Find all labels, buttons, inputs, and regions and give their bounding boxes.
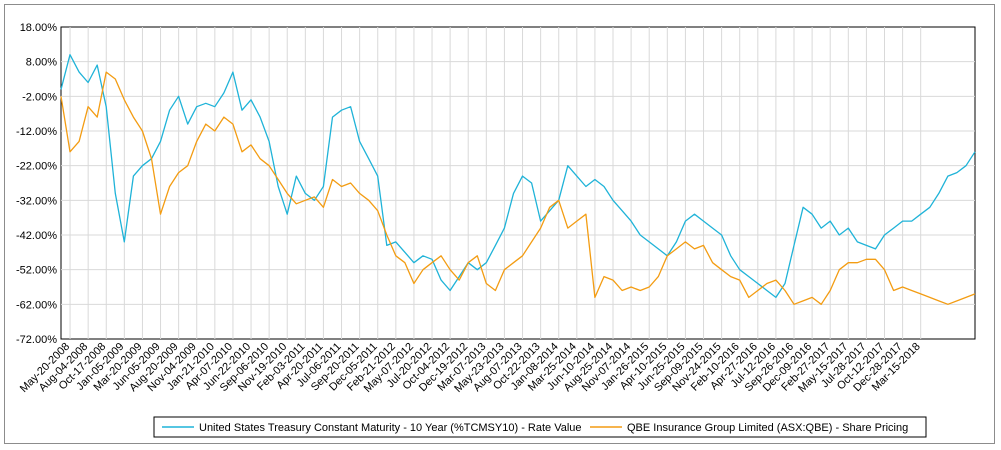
y-axis-tick-labels: 18.00% 8.00% -2.00% -12.00% -22.00% -32.00% -4… bbox=[16, 22, 57, 346]
y-tick-label: 18.00% bbox=[20, 22, 58, 34]
y-tick-label: -32.00% bbox=[16, 195, 57, 207]
chart-frame: 18.00% 8.00% -2.00% -12.00% -22.00% -32.00% -4… bbox=[4, 4, 995, 444]
legend-box bbox=[153, 416, 927, 438]
plot-area bbox=[60, 26, 976, 340]
y-tick-label: -2.00% bbox=[22, 91, 57, 103]
y-tick-label: 8.00% bbox=[26, 57, 57, 69]
y-tick-label: -12.00% bbox=[16, 126, 57, 138]
y-tick-label: -42.00% bbox=[16, 230, 57, 242]
y-tick-label: -62.00% bbox=[16, 299, 57, 311]
line-chart: 18.00% 8.00% -2.00% -12.00% -22.00% -32.00% -4… bbox=[16, 22, 976, 438]
y-tick-label: -52.00% bbox=[16, 265, 57, 277]
horizontal-gridlines bbox=[61, 61, 975, 305]
y-tick-label: -22.00% bbox=[16, 161, 57, 173]
series-line-0 bbox=[60, 54, 976, 299]
x-axis-tick-labels: May-20-2008Aug-04-2008Oct-17-2008Jan-05-… bbox=[18, 341, 923, 395]
legend-label-treasury: United States Treasury Constant Maturity… bbox=[199, 422, 582, 434]
legend: United States Treasury Constant Maturity… bbox=[153, 416, 927, 438]
series-line-1 bbox=[60, 71, 976, 305]
y-tick-label: -72.00% bbox=[16, 334, 57, 346]
series-lines bbox=[60, 54, 976, 305]
legend-label-qbe: QBE Insurance Group Limited (ASX:QBE) - … bbox=[627, 422, 908, 434]
